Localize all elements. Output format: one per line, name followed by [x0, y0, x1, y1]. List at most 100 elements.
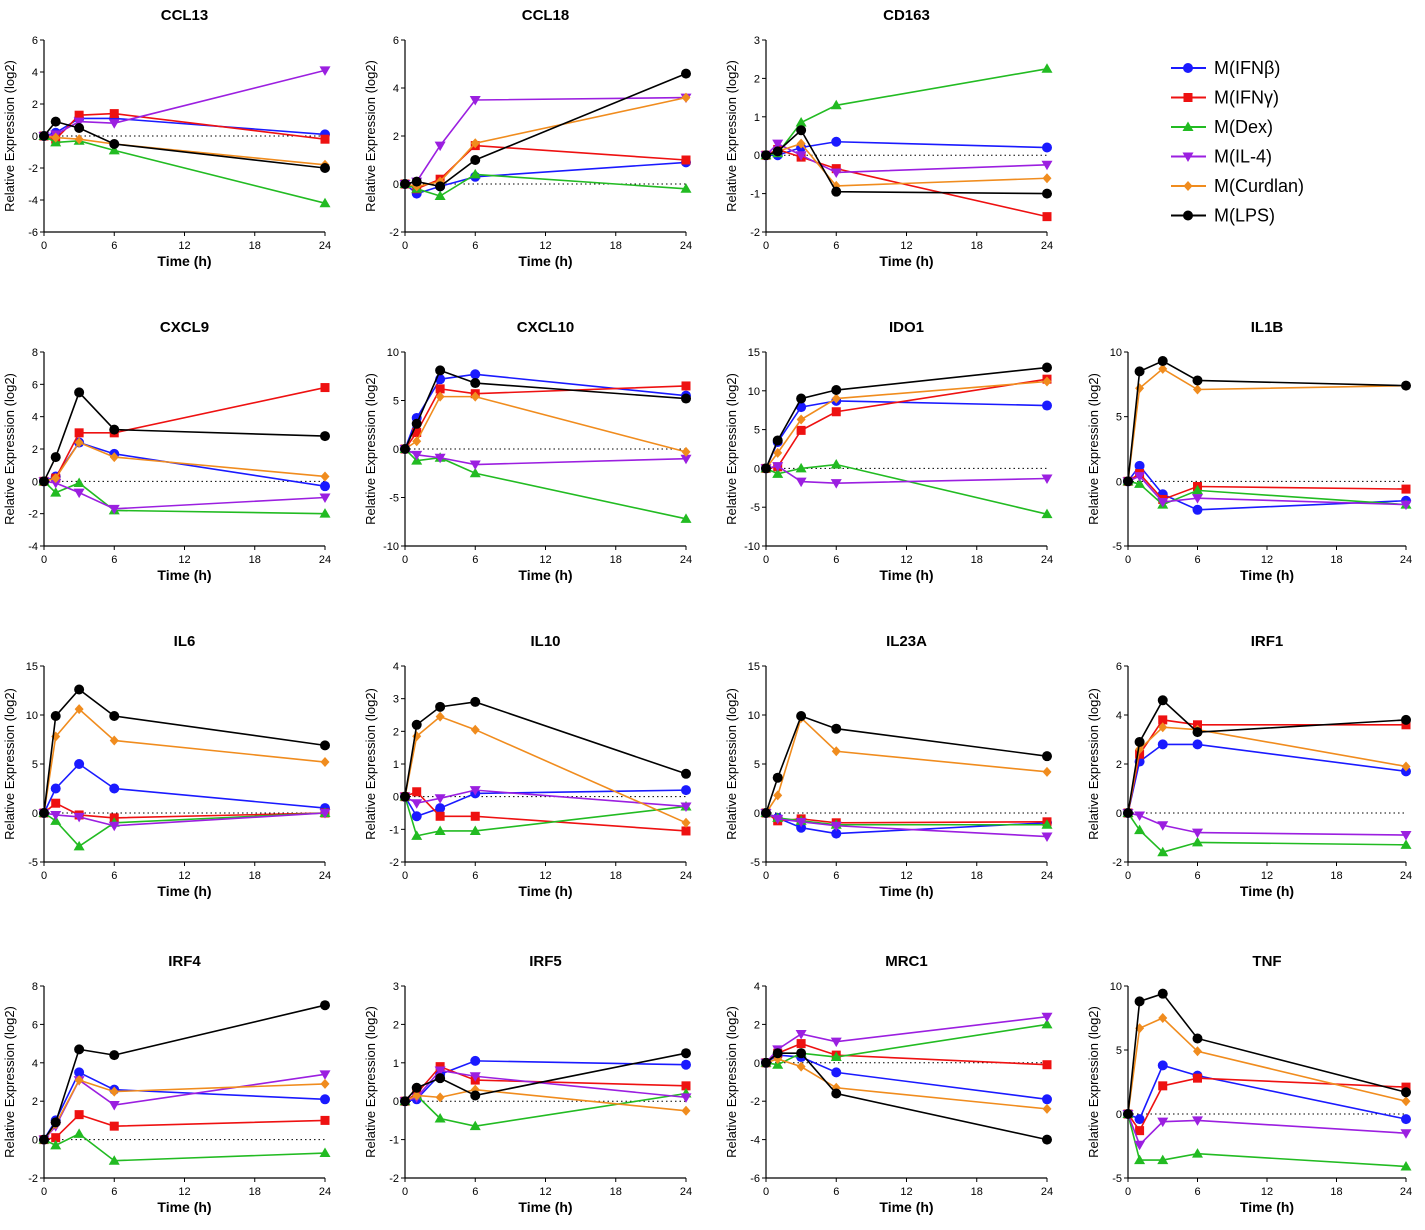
data-point — [1042, 362, 1052, 373]
data-point — [109, 109, 119, 119]
series-line — [765, 714, 1048, 814]
data-point — [1041, 508, 1053, 519]
data-point — [320, 1000, 330, 1011]
legend-label: M(IFNβ) — [1214, 58, 1280, 78]
series-line — [43, 390, 326, 482]
series-m-il-4 — [399, 786, 692, 812]
x-tick-label: 6 — [472, 1186, 478, 1198]
x-tick-label: 0 — [402, 1186, 408, 1198]
series-line — [765, 716, 1048, 814]
data-point — [435, 181, 446, 192]
series-line — [1127, 1017, 1407, 1115]
data-point — [1041, 819, 1053, 829]
panel-title: IL6 — [174, 633, 196, 650]
data-point — [830, 479, 842, 489]
panel-title: IL23A — [886, 633, 927, 650]
x-axis-label: Time (h) — [157, 567, 211, 583]
data-point — [681, 1059, 691, 1070]
y-tick-label: 8 — [32, 981, 38, 993]
x-tick-label: 24 — [319, 554, 331, 566]
x-tick-label: 24 — [1400, 1186, 1412, 1198]
y-tick-label: 4 — [393, 83, 399, 95]
data-point — [470, 724, 480, 735]
data-point — [435, 711, 445, 722]
x-tick-label: 0 — [402, 554, 408, 566]
series-line — [43, 707, 326, 814]
data-point — [1134, 811, 1146, 821]
panel-title: IRF1 — [1251, 633, 1284, 650]
data-point — [795, 117, 807, 127]
series-line — [1127, 726, 1407, 814]
y-tick-label: -5 — [750, 857, 760, 869]
data-point — [1192, 1116, 1203, 1126]
series-m-ifn — [1123, 739, 1411, 818]
data-point — [1134, 1154, 1146, 1165]
data-point — [411, 719, 422, 730]
legend-item-m-dex: M(Dex) — [1171, 117, 1273, 137]
y-tick-label: -6 — [750, 1173, 760, 1185]
data-point — [681, 785, 691, 796]
y-tick-label: 0 — [32, 808, 38, 820]
y-tick-label: 10 — [748, 386, 760, 398]
data-point — [681, 393, 691, 404]
data-point — [1123, 476, 1133, 487]
y-axis-label: Relative Expression (log2) — [724, 1006, 739, 1158]
x-tick-label: 24 — [680, 870, 692, 882]
data-point — [1193, 384, 1202, 395]
data-point — [434, 453, 446, 464]
y-tick-label: 5 — [1116, 1045, 1122, 1057]
series-m-lps — [39, 684, 330, 818]
series-line — [404, 715, 687, 824]
data-point — [435, 384, 445, 394]
data-point — [50, 1139, 62, 1150]
data-point — [1041, 1018, 1053, 1029]
y-axis-label: Relative Expression (log2) — [1086, 688, 1101, 840]
y-tick-label: 2 — [754, 1019, 760, 1031]
x-tick-label: 24 — [680, 240, 692, 252]
data-point — [108, 1101, 120, 1111]
data-point — [772, 435, 783, 446]
series-m-curdlan — [761, 712, 1052, 818]
data-point — [400, 179, 410, 189]
data-point — [39, 131, 49, 141]
y-tick-label: -6 — [28, 227, 38, 239]
data-point — [400, 1096, 410, 1107]
data-point — [761, 1057, 771, 1068]
data-point — [1401, 1114, 1411, 1125]
series-line — [43, 480, 326, 510]
data-point — [320, 1078, 330, 1089]
legend: M(IFNβ) M(IFNγ) M(Dex) M(IL-4) M(Curdlan) M(L… — [1171, 58, 1304, 226]
series-line — [1127, 475, 1407, 506]
series-line — [43, 135, 326, 204]
data-point — [830, 1037, 842, 1048]
series-m-lps — [1123, 356, 1411, 487]
data-point — [109, 783, 120, 794]
x-tick-label: 6 — [111, 554, 117, 566]
data-point — [1401, 761, 1411, 772]
y-tick-label: 8 — [32, 347, 38, 359]
data-point — [1401, 1096, 1411, 1107]
data-point — [831, 186, 842, 197]
series-line — [1127, 992, 1407, 1115]
series-line — [43, 69, 326, 137]
y-tick-label: 0 — [393, 444, 399, 456]
data-point — [1041, 474, 1053, 484]
data-point — [320, 431, 330, 442]
data-point — [50, 452, 61, 463]
data-point — [795, 477, 807, 488]
panel-title: MRC1 — [885, 953, 928, 970]
x-tick-label: 12 — [178, 870, 190, 882]
y-tick-label: 0 — [32, 131, 38, 143]
x-tick-label: 12 — [539, 1186, 551, 1198]
data-point — [435, 701, 446, 712]
data-point — [1157, 498, 1169, 508]
y-tick-label: -4 — [750, 1135, 760, 1147]
y-tick-label: 5 — [393, 396, 399, 408]
series-m-dex — [1122, 807, 1412, 857]
data-point — [1042, 766, 1052, 777]
data-point — [412, 787, 422, 797]
y-tick-label: 0 — [1116, 476, 1122, 488]
data-point — [831, 723, 842, 734]
data-point — [108, 119, 120, 129]
y-tick-label: 1 — [393, 759, 399, 771]
